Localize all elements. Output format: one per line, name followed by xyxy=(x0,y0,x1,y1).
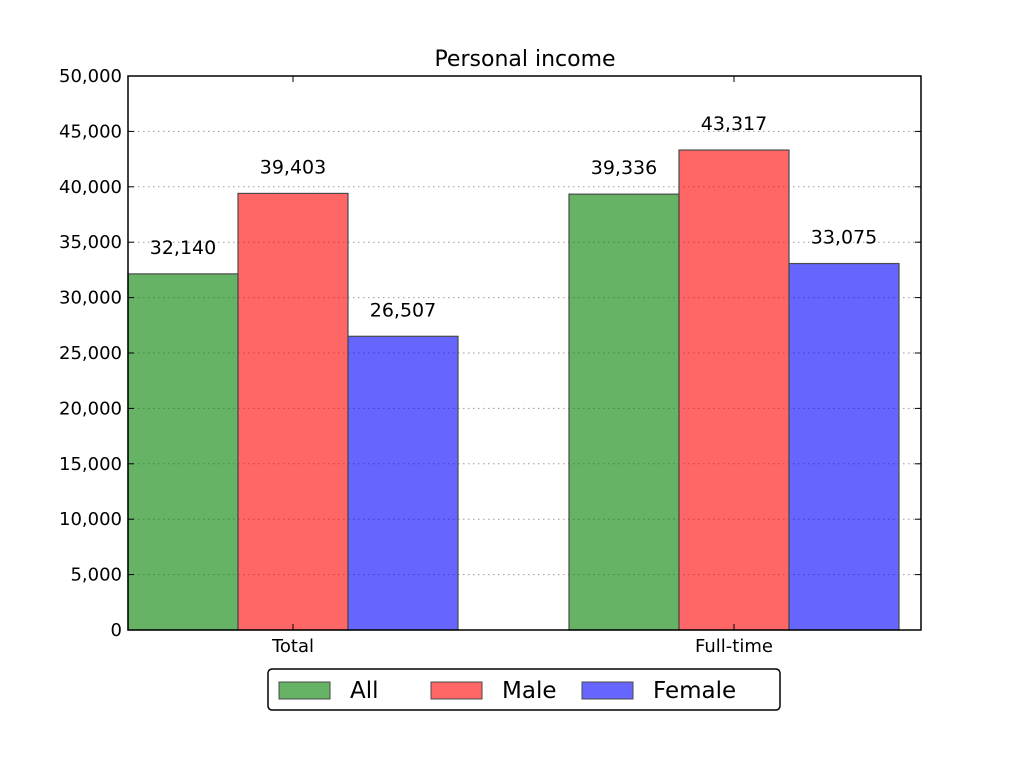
bar-female-full-time xyxy=(788,262,900,631)
y-tick-label: 15,000 xyxy=(59,454,122,475)
legend-label-male: Male xyxy=(502,678,556,704)
bar-female-total xyxy=(347,335,459,631)
legend-label-female: Female xyxy=(653,678,736,704)
bars xyxy=(127,149,900,631)
legend: All Male Female xyxy=(267,668,781,711)
x-tick-label: Total xyxy=(271,636,314,657)
data-label: 43,317 xyxy=(701,113,767,135)
data-label: 39,403 xyxy=(260,156,326,178)
legend-swatch-all xyxy=(278,681,331,700)
bar-all-total xyxy=(127,273,239,631)
y-tick-label: 40,000 xyxy=(59,177,122,198)
y-tick-label: 30,000 xyxy=(59,288,122,309)
legend-frame xyxy=(267,668,781,711)
y-tick-label: 5,000 xyxy=(70,565,122,586)
bar-male-full-time xyxy=(678,149,790,631)
y-tick-label: 25,000 xyxy=(59,343,122,364)
y-tick-label: 10,000 xyxy=(59,509,122,530)
bar-all-full-time xyxy=(568,193,680,631)
data-label: 39,336 xyxy=(591,157,657,179)
data-label: 26,507 xyxy=(370,299,436,321)
data-label: 33,075 xyxy=(811,227,877,249)
y-tick-label: 20,000 xyxy=(59,398,122,419)
y-tick-label: 45,000 xyxy=(59,121,122,142)
x-tick-label: Full-time xyxy=(695,636,773,657)
chart-title: Personal income xyxy=(434,47,615,72)
data-labels: 32,140 39,403 26,507 39,336 43,317 33,075 xyxy=(150,113,877,321)
legend-label-all: All xyxy=(350,678,379,704)
bar-male-total xyxy=(237,192,349,631)
y-tick-label: 35,000 xyxy=(59,232,122,253)
y-tick-label: 0 xyxy=(111,620,122,641)
y-tick-label: 50,000 xyxy=(59,66,122,87)
legend-swatch-male xyxy=(430,681,483,700)
data-label: 32,140 xyxy=(150,237,216,259)
legend-swatch-female xyxy=(581,681,634,700)
axis-ticks: 0 5,000 10,000 15,000 20,000 25,000 30,000 35,0… xyxy=(59,66,921,657)
